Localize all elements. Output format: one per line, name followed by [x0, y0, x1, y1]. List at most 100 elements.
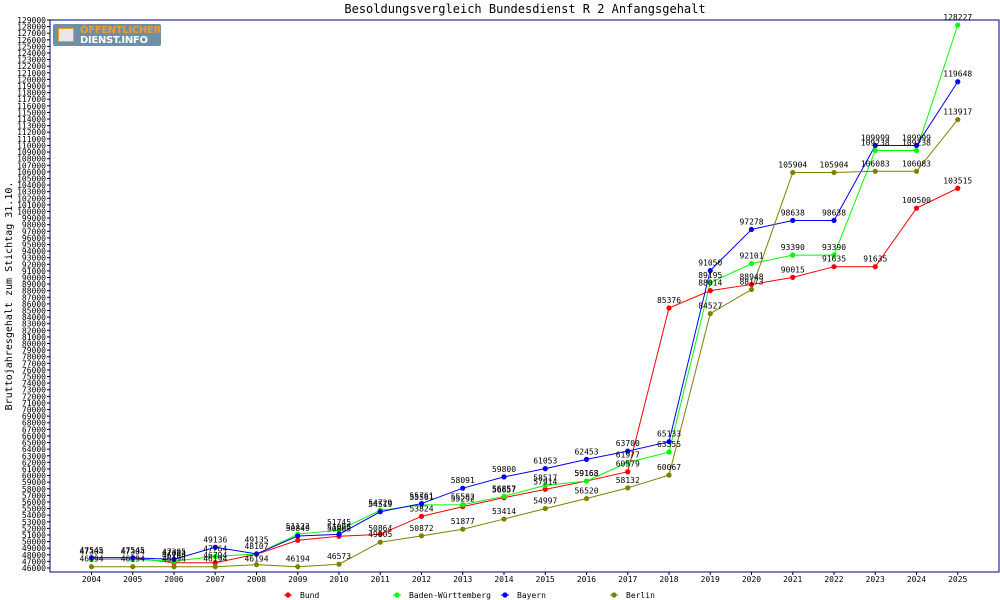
data-point [666, 439, 672, 445]
y-tick-label: 54000 [22, 511, 46, 520]
x-tick-label: 2019 [701, 575, 720, 584]
data-label: 55292 [451, 495, 475, 504]
data-point [666, 305, 672, 311]
y-tick-label: 114000 [17, 115, 46, 124]
data-point [748, 286, 755, 293]
y-tick-label: 77000 [22, 359, 46, 368]
data-point [625, 448, 631, 454]
y-tick-label: 111000 [17, 135, 46, 144]
y-tick-label: 67000 [22, 425, 46, 434]
data-label: 60067 [657, 463, 681, 472]
data-point [955, 22, 961, 28]
data-point [872, 142, 878, 149]
data-label: 63555 [657, 440, 681, 449]
data-label: 58517 [533, 473, 557, 482]
series-line-3 [91, 119, 959, 568]
data-label: 50872 [409, 524, 433, 533]
data-point [501, 516, 507, 522]
y-tick-label: 75000 [22, 373, 46, 382]
y-tick-label: 81000 [22, 333, 46, 342]
data-label: 84527 [698, 302, 722, 311]
y-axis: 4600047000480004900050000510005200053000… [17, 16, 50, 573]
data-label: 49135 [244, 535, 268, 544]
data-label: 62453 [574, 447, 598, 456]
y-tick-label: 120000 [17, 75, 46, 84]
series-points [88, 22, 961, 570]
data-point [130, 564, 136, 570]
legend: Bund Baden-Württemberg Bayern Berlin [284, 591, 655, 600]
x-tick-label: 2008 [247, 575, 266, 584]
data-label: 103515 [943, 176, 972, 185]
y-tick-label: 119000 [17, 82, 46, 91]
logo-text-line2: DIENST.INFO [80, 35, 148, 46]
data-labels: 4754547304461944754547304461944730547024… [79, 13, 972, 564]
y-tick-label: 47000 [22, 557, 46, 566]
data-label: 128227 [943, 13, 972, 22]
y-tick-label: 93000 [22, 254, 46, 263]
y-tick-label: 92000 [22, 260, 46, 269]
data-label: 51098 [327, 522, 351, 531]
x-tick-label: 2011 [371, 575, 390, 584]
data-point [542, 482, 548, 488]
data-point [542, 486, 548, 492]
data-point [418, 513, 425, 519]
data-label: 58091 [451, 476, 475, 485]
y-tick-label: 61000 [22, 465, 46, 474]
data-point [377, 539, 383, 545]
data-label: 54729 [368, 498, 392, 507]
legend-label: Berlin [626, 591, 655, 600]
x-tick-label: 2005 [123, 575, 142, 584]
data-label: 55582 [451, 493, 475, 502]
y-tick-label: 110000 [17, 141, 46, 150]
data-point [583, 456, 590, 462]
data-label: 56657 [492, 486, 516, 495]
y-tick-label: 125000 [17, 42, 46, 51]
data-point [831, 169, 837, 176]
data-point [583, 495, 590, 502]
data-label: 65133 [657, 430, 681, 439]
data-point [418, 500, 425, 507]
data-label: 91635 [822, 255, 846, 264]
y-tick-label: 104000 [17, 181, 46, 190]
data-label: 49905 [368, 530, 392, 539]
y-tick-label: 48000 [22, 551, 46, 560]
y-tick-label: 68000 [22, 419, 46, 428]
y-tick-label: 103000 [17, 188, 46, 197]
data-label: 55761 [409, 492, 433, 501]
x-tick-label: 2017 [618, 575, 637, 584]
data-label: 105904 [778, 160, 807, 169]
data-label: 106083 [861, 159, 890, 168]
y-tick-label: 101000 [17, 201, 46, 210]
y-tick-label: 60000 [22, 472, 46, 481]
data-point [872, 168, 878, 174]
y-tick-label: 64000 [22, 445, 46, 454]
data-point [625, 485, 631, 491]
y-tick-label: 72000 [22, 392, 46, 401]
data-label: 46573 [327, 552, 351, 561]
y-tick-label: 86000 [22, 300, 46, 309]
data-label: 47545 [121, 546, 145, 555]
x-tick-label: 2007 [206, 575, 225, 584]
data-point [666, 449, 672, 455]
data-point [295, 533, 301, 539]
series-lines [91, 24, 959, 568]
data-point [831, 264, 837, 270]
data-point [460, 526, 466, 532]
y-tick-label: 102000 [17, 194, 46, 203]
x-tick-label: 2014 [494, 575, 513, 584]
x-tick-label: 2016 [577, 575, 596, 584]
data-label: 88014 [698, 279, 722, 288]
data-label: 47304 [79, 547, 103, 556]
y-tick-label: 46000 [22, 564, 46, 573]
data-point [501, 474, 507, 480]
y-tick-label: 57000 [22, 491, 46, 500]
data-label: 59163 [574, 469, 598, 478]
legend-swatch-marker [394, 592, 400, 598]
y-tick-label: 96000 [22, 234, 46, 243]
legend-swatch-marker [502, 592, 508, 598]
data-label: 60579 [616, 460, 640, 469]
y-tick-label: 100000 [17, 207, 46, 216]
y-tick-label: 79000 [22, 346, 46, 355]
y-tick-label: 126000 [17, 36, 46, 45]
data-point [336, 531, 342, 537]
